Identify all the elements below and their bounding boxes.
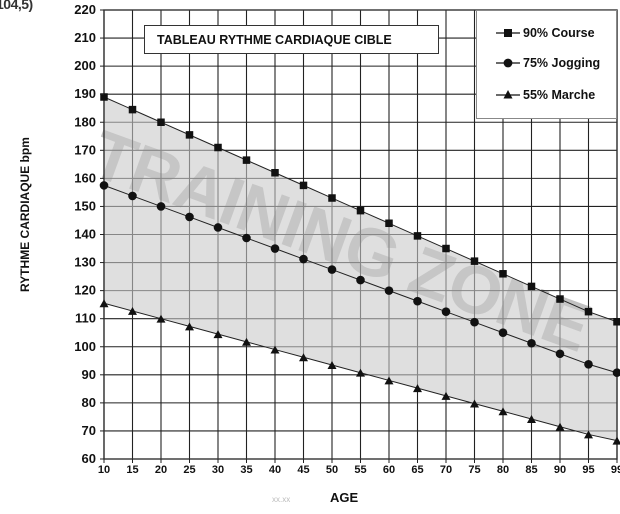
svg-text:55: 55 <box>354 464 366 476</box>
svg-text:70: 70 <box>440 464 452 476</box>
svg-text:120: 120 <box>74 283 96 298</box>
svg-text:140: 140 <box>74 227 96 242</box>
svg-text:190: 190 <box>74 86 96 101</box>
svg-text:75: 75 <box>468 464 480 476</box>
svg-text:99: 99 <box>611 464 620 476</box>
svg-text:20: 20 <box>155 464 167 476</box>
svg-text:180: 180 <box>74 114 96 129</box>
svg-text:50: 50 <box>326 464 338 476</box>
svg-text:40: 40 <box>269 464 281 476</box>
svg-text:30: 30 <box>212 464 224 476</box>
svg-text:60: 60 <box>82 451 96 466</box>
svg-text:200: 200 <box>74 58 96 73</box>
svg-text:10: 10 <box>98 464 110 476</box>
svg-text:90: 90 <box>82 367 96 382</box>
svg-text:15: 15 <box>126 464 138 476</box>
svg-text:220: 220 <box>74 2 96 17</box>
svg-text:130: 130 <box>74 255 96 270</box>
svg-text:100: 100 <box>74 339 96 354</box>
svg-text:150: 150 <box>74 198 96 213</box>
svg-text:60: 60 <box>383 464 395 476</box>
svg-text:210: 210 <box>74 30 96 45</box>
svg-text:70: 70 <box>82 423 96 438</box>
svg-text:80: 80 <box>497 464 509 476</box>
svg-text:35: 35 <box>240 464 252 476</box>
svg-text:90: 90 <box>554 464 566 476</box>
svg-text:80: 80 <box>82 395 96 410</box>
svg-text:65: 65 <box>411 464 423 476</box>
svg-text:170: 170 <box>74 142 96 157</box>
svg-text:110: 110 <box>75 311 96 326</box>
svg-text:95: 95 <box>582 464 594 476</box>
svg-text:45: 45 <box>297 464 309 476</box>
svg-text:85: 85 <box>525 464 537 476</box>
svg-text:160: 160 <box>74 170 96 185</box>
svg-text:25: 25 <box>183 464 195 476</box>
